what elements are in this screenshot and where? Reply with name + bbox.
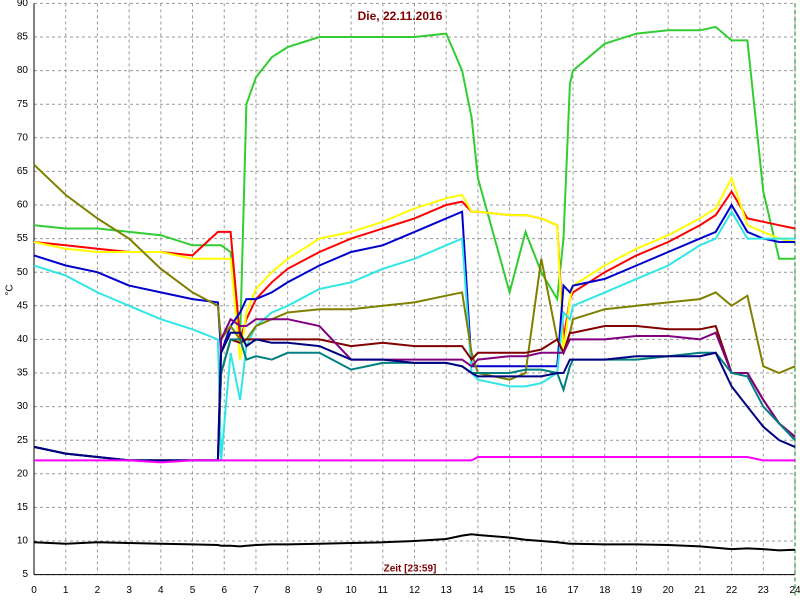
y-tick-label: 65 xyxy=(17,166,29,177)
x-tick-label: 2 xyxy=(95,585,101,596)
line-series xyxy=(33,163,796,381)
y-tick-label: 40 xyxy=(17,334,29,345)
line-series xyxy=(33,209,795,461)
x-tick-label: 13 xyxy=(441,585,453,596)
y-tick-label: 10 xyxy=(17,536,29,547)
line-series xyxy=(33,189,796,340)
x-tick-label: 24 xyxy=(789,585,800,596)
y-tick-label: 85 xyxy=(17,32,29,43)
x-tick-label: 5 xyxy=(190,585,196,596)
y-tick-label: 70 xyxy=(17,132,29,143)
y-tick-label: 60 xyxy=(17,200,29,211)
x-tick-label: 17 xyxy=(567,585,579,596)
x-tick-label: 7 xyxy=(253,585,259,596)
x-tick-label: 0 xyxy=(31,585,37,596)
x-tick-label: 1 xyxy=(63,585,69,596)
y-tick-label: 75 xyxy=(17,99,29,110)
x-tick-label: 8 xyxy=(285,585,291,596)
y-tick-label: 20 xyxy=(17,468,29,479)
line-series xyxy=(33,175,796,360)
line-series xyxy=(33,533,796,552)
y-tick-label: 30 xyxy=(17,401,29,412)
y-tick-label: 35 xyxy=(17,368,29,379)
y-tick-label: 25 xyxy=(17,435,29,446)
x-tick-label: 3 xyxy=(126,585,132,596)
y-tick-label: 55 xyxy=(17,233,29,244)
y-tick-label: 45 xyxy=(17,300,29,311)
chart-title: Die, 22.11.2016 xyxy=(358,9,443,23)
x-tick-label: 18 xyxy=(599,585,611,596)
x-tick-label: 15 xyxy=(504,585,516,596)
x-tick-label: 21 xyxy=(694,585,706,596)
x-tick-label: 9 xyxy=(317,585,323,596)
y-tick-label: 90 xyxy=(17,0,29,9)
y-tick-label: 5 xyxy=(22,569,28,580)
x-tick-label: 16 xyxy=(536,585,548,596)
line-series xyxy=(34,456,795,464)
y-tick-label: 50 xyxy=(17,267,29,278)
x-tick-label: 14 xyxy=(472,585,484,596)
y-axis-label: °C xyxy=(5,284,16,295)
y-tick-label: 15 xyxy=(17,502,29,513)
x-tick-label: 22 xyxy=(726,585,738,596)
x-tick-label: 11 xyxy=(378,585,389,596)
line-series xyxy=(33,331,796,462)
x-axis-label: Zeit [23:59] xyxy=(384,564,437,575)
y-tick-label: 80 xyxy=(17,65,29,76)
x-tick-label: 12 xyxy=(409,585,421,596)
x-tick-label: 6 xyxy=(221,585,227,596)
x-tick-label: 10 xyxy=(346,585,358,596)
x-tick-label: 20 xyxy=(663,585,675,596)
line-series xyxy=(33,25,795,340)
x-tick-label: 4 xyxy=(158,585,164,596)
x-tick-label: 19 xyxy=(631,585,643,596)
x-tick-label: 23 xyxy=(758,585,770,596)
